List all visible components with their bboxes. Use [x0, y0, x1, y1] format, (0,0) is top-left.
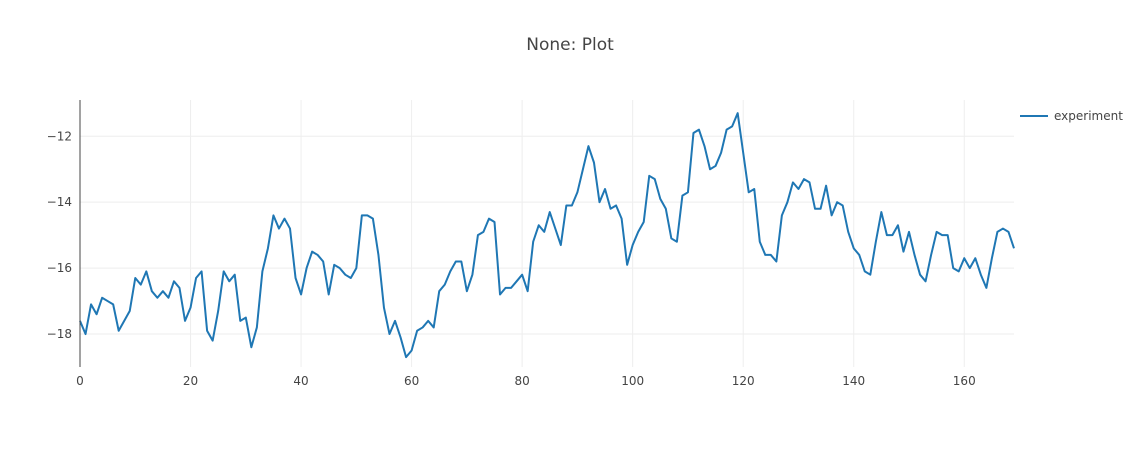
- legend[interactable]: experiment: [1020, 109, 1123, 123]
- x-tick-label: 40: [293, 374, 308, 388]
- y-tick-label: −14: [47, 195, 72, 209]
- legend-item[interactable]: experiment: [1020, 109, 1123, 123]
- grid: [80, 100, 1014, 367]
- x-tick-label: 20: [183, 374, 198, 388]
- x-tick-label: 100: [621, 374, 644, 388]
- x-tick-label: 140: [842, 374, 865, 388]
- x-tick-label: 160: [953, 374, 976, 388]
- x-tick-label: 0: [76, 374, 84, 388]
- x-tick-label: 60: [404, 374, 419, 388]
- legend-label: experiment: [1054, 109, 1123, 123]
- y-tick-label: −18: [47, 327, 72, 341]
- x-tick-label: 80: [514, 374, 529, 388]
- x-tick-label: 120: [732, 374, 755, 388]
- axes: 0 20 40 60 80 100 120 140 160 −18 −16 −14 −12: [47, 100, 976, 388]
- y-tick-label: −12: [47, 129, 72, 143]
- series-layer: [79, 112, 1015, 359]
- y-tick-label: −16: [47, 261, 72, 275]
- chart-title: None: Plot: [526, 35, 614, 55]
- series-line-experiment: [79, 112, 1015, 359]
